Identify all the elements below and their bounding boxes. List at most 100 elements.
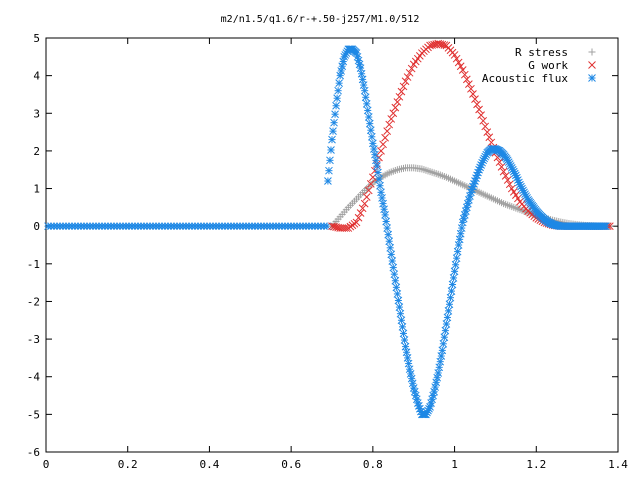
data-point-acoustic-flux-interp	[366, 126, 375, 135]
legend-marker	[588, 61, 596, 69]
data-point-g-work-interp	[379, 140, 387, 149]
data-point-acoustic-flux-interp	[448, 280, 457, 289]
y-tick-label: -3	[27, 333, 40, 346]
data-point-g-work-interp	[501, 171, 510, 180]
data-point-acoustic-flux-interp	[325, 166, 333, 175]
data-point-acoustic-flux-interp	[433, 373, 442, 382]
data-point-g-work	[385, 120, 394, 129]
data-point-acoustic-flux-interp	[339, 57, 348, 66]
x-tick-label: 0.2	[118, 458, 138, 471]
data-point-g-work-interp	[465, 80, 473, 88]
data-point-acoustic-flux	[601, 222, 610, 231]
data-point-g-work-interp	[479, 116, 488, 125]
legend-marker	[588, 74, 596, 82]
data-point-g-work-interp	[358, 204, 367, 213]
data-point-g-work-interp	[387, 115, 396, 123]
data-point-g-work-interp	[381, 133, 389, 142]
data-point-acoustic-flux-interp	[444, 307, 453, 315]
data-point-acoustic-flux	[385, 237, 394, 246]
data-point-acoustic-flux-interp	[330, 118, 338, 127]
data-point-g-work-interp	[454, 58, 463, 67]
data-point-g-work-interp	[403, 73, 412, 81]
data-point-acoustic-flux-interp	[406, 370, 415, 378]
acoustic-flux-zero-points	[44, 222, 331, 231]
data-point-acoustic-flux-interp	[440, 333, 449, 342]
data-point-acoustic-flux-interp	[453, 247, 462, 256]
data-point-acoustic-flux-interp	[329, 127, 337, 136]
data-point-g-work	[483, 128, 492, 136]
data-point-g-work-interp	[354, 213, 363, 222]
data-point-g-work-interp	[362, 193, 371, 201]
data-point-g-work-interp	[481, 122, 490, 131]
data-point-g-work-interp	[342, 224, 351, 232]
data-point-acoustic-flux-interp	[392, 283, 401, 292]
data-point-g-work-interp	[497, 163, 506, 171]
data-point-acoustic-flux-interp	[337, 67, 346, 75]
y-tick-label: -6	[27, 446, 40, 459]
x-tick-label: 0.8	[363, 458, 383, 471]
data-point-g-work-interp	[405, 68, 414, 77]
data-point-acoustic-flux-interp	[361, 93, 370, 102]
data-point-acoustic-flux-interp	[441, 326, 450, 335]
data-point-acoustic-flux-interp	[386, 243, 395, 252]
data-point-g-work-interp	[397, 87, 406, 96]
data-point-acoustic-flux	[438, 346, 447, 355]
data-point-acoustic-flux-interp	[363, 106, 372, 115]
data-point-g-work-interp	[485, 133, 494, 142]
data-point-acoustic-flux-interp	[407, 374, 416, 383]
data-point-acoustic-flux-interp	[447, 287, 456, 295]
data-point-acoustic-flux	[389, 263, 398, 272]
data-point-acoustic-flux-interp	[362, 100, 371, 108]
data-point-acoustic-flux	[328, 135, 336, 144]
y-tick-label: -1	[27, 258, 40, 271]
y-tick-label: 0	[33, 220, 40, 233]
data-point-acoustic-flux-interp	[327, 146, 335, 154]
data-point-acoustic-flux	[360, 86, 369, 95]
data-point-acoustic-flux-interp	[394, 296, 403, 305]
data-point-g-work-interp	[487, 138, 496, 147]
data-point-acoustic-flux	[373, 162, 381, 170]
data-point-acoustic-flux-interp	[400, 336, 409, 344]
data-point-acoustic-flux-interp	[374, 168, 382, 177]
data-point-acoustic-flux-interp	[443, 313, 452, 322]
data-point-g-work-interp	[452, 54, 461, 63]
data-point-acoustic-flux-interp	[439, 339, 448, 348]
data-point-acoustic-flux-interp	[383, 224, 392, 232]
data-point-g-work-interp	[473, 100, 481, 109]
data-point-acoustic-flux-interp	[333, 94, 341, 103]
data-point-acoustic-flux-interp	[375, 175, 383, 183]
data-point-g-work-interp	[456, 62, 465, 71]
x-tick-label: 0.4	[199, 458, 219, 471]
y-tick-label: 2	[33, 145, 40, 158]
data-point-g-work	[377, 147, 385, 155]
data-point-g-work	[475, 105, 483, 114]
data-point-acoustic-flux	[393, 290, 402, 298]
data-point-acoustic-flux-interp	[387, 250, 396, 259]
data-point-g-work-interp	[395, 92, 404, 101]
data-point-acoustic-flux-interp	[399, 329, 408, 338]
data-point-acoustic-flux-interp	[382, 217, 390, 226]
data-point-g-work	[458, 66, 467, 74]
data-point-acoustic-flux-interp	[326, 156, 334, 165]
data-point-g-work-interp	[462, 75, 471, 84]
y-tick-label: 4	[33, 70, 40, 83]
data-point-g-work-interp	[460, 70, 469, 79]
axes: 0 0.2 0.4 0.6 0.8 1 1.2 1.4 -6 -5 -4 -3 -2 -1 0 1 2 3 4 5	[27, 32, 629, 471]
data-point-g-work-interp	[407, 64, 416, 73]
data-point-acoustic-flux	[450, 267, 459, 276]
data-point-acoustic-flux	[381, 211, 389, 219]
x-tick-label: 1	[451, 458, 458, 471]
data-point-acoustic-flux-interp	[338, 62, 347, 71]
data-point-acoustic-flux	[397, 316, 406, 325]
data-point-acoustic-flux-interp	[335, 79, 344, 88]
data-point-acoustic-flux	[442, 320, 451, 328]
data-point-g-work	[467, 84, 475, 93]
x-tick-label: 1.2	[526, 458, 546, 471]
data-point-acoustic-flux	[364, 113, 373, 121]
data-point-acoustic-flux-interp	[395, 303, 404, 311]
y-tick-label: -2	[27, 295, 40, 308]
data-point-g-work	[401, 77, 410, 86]
data-point-acoustic-flux	[430, 387, 438, 396]
y-tick-label: -5	[27, 408, 40, 421]
